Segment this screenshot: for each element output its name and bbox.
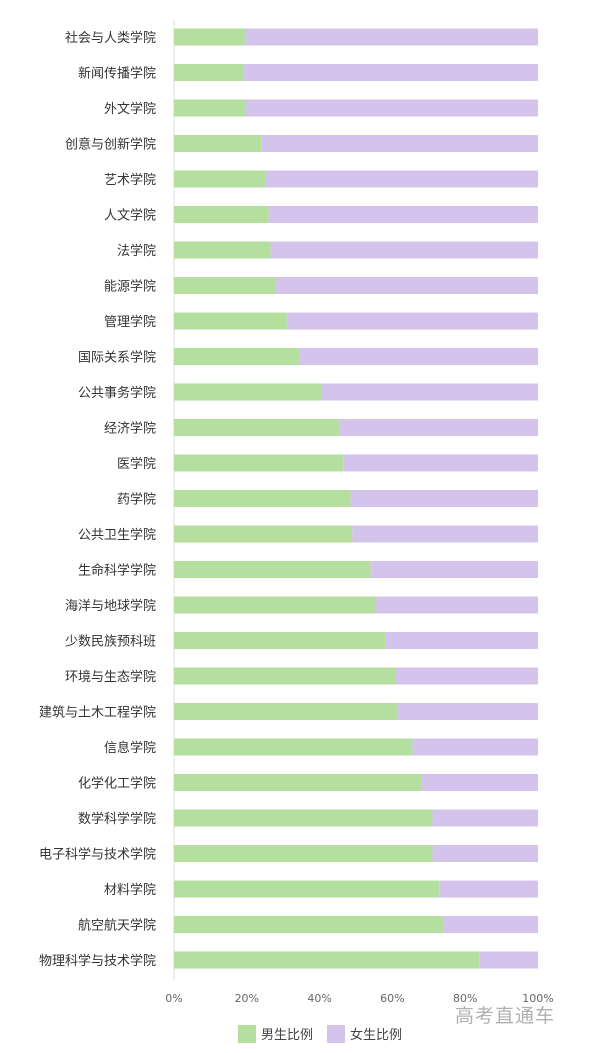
category-label: 数学科学学院	[78, 811, 156, 827]
bar-male	[174, 525, 353, 543]
bar-female	[350, 490, 538, 507]
bar-male	[174, 774, 422, 791]
bar-female	[385, 632, 538, 649]
category-label: 生命科学学院	[78, 563, 156, 579]
category-label: 海洋与地球学院	[65, 598, 156, 614]
bar-male	[174, 348, 300, 365]
bar-male	[174, 454, 344, 472]
bar-female	[261, 135, 538, 152]
legend-label-female: 女生比例	[350, 1028, 403, 1043]
category-label: 人文学院	[104, 208, 156, 224]
legend-label-male: 男生比例	[261, 1028, 314, 1043]
category-label: 新闻传播学院	[78, 66, 156, 82]
bar-female	[421, 774, 538, 791]
bar-male	[174, 809, 433, 827]
bar-female	[339, 419, 538, 436]
bar-female	[376, 596, 538, 614]
x-tick-label: 0%	[165, 992, 182, 1005]
category-label: 医学院	[117, 456, 156, 472]
category-label: 建筑与土木工程学院	[39, 705, 156, 721]
bar-female	[370, 561, 538, 578]
category-label: 物理科学与技术学院	[39, 953, 156, 969]
bar-female	[299, 348, 538, 365]
category-label: 电子科学与技术学院	[39, 847, 156, 863]
bar-female	[343, 454, 538, 472]
category-label: 材料学院	[104, 882, 156, 898]
bar-female	[244, 99, 539, 117]
bar-male	[174, 419, 340, 436]
legend-item-female: 女生比例	[327, 1024, 402, 1043]
bar-male	[174, 667, 397, 685]
legend-swatch-male	[238, 1024, 256, 1043]
bar-female	[275, 277, 538, 294]
legend-item-male: 男生比例	[238, 1024, 313, 1043]
category-label: 公共卫生学院	[78, 527, 156, 543]
bar-female	[432, 845, 538, 862]
bar-male	[174, 561, 371, 578]
bar-female	[268, 206, 538, 223]
bar-male	[174, 99, 245, 117]
bar-male	[174, 490, 351, 507]
category-label: 管理学院	[104, 314, 156, 330]
bar-female	[439, 880, 538, 898]
bar-male	[174, 277, 276, 294]
category-label: 药学院	[117, 492, 156, 508]
bar-male	[174, 951, 480, 969]
bar-male	[174, 28, 245, 46]
bar-male	[174, 596, 377, 614]
bar-female	[432, 809, 538, 827]
bar-female	[265, 170, 538, 188]
watermark: 高考直通车	[455, 1005, 556, 1027]
bar-female	[270, 241, 538, 259]
category-label: 化学化工学院	[78, 776, 156, 792]
bar-male	[174, 135, 262, 152]
bar-female	[286, 312, 538, 330]
bar-male	[174, 738, 413, 756]
x-tick-label: 20%	[235, 992, 259, 1005]
category-label: 经济学院	[104, 421, 156, 437]
bar-male	[174, 916, 444, 933]
category-label: 环境与生态学院	[65, 669, 156, 685]
bar-male	[174, 241, 271, 259]
category-label: 艺术学院	[104, 172, 156, 188]
category-label: 外文学院	[104, 101, 156, 117]
bar-male	[174, 845, 433, 862]
x-tick-label: 80%	[453, 992, 477, 1005]
bar-male	[174, 703, 398, 720]
bar-female	[352, 525, 538, 543]
category-label: 能源学院	[104, 279, 156, 295]
category-label: 社会与人类学院	[65, 30, 156, 46]
bar-female	[321, 383, 538, 401]
category-label: 公共事务学院	[78, 385, 156, 401]
bar-female	[479, 951, 538, 969]
bar-female	[412, 738, 538, 756]
bar-male	[174, 206, 269, 223]
bar-female	[397, 703, 538, 720]
legend: 男生比例 女生比例	[238, 1024, 416, 1043]
category-label: 少数民族预科班	[65, 634, 156, 650]
bar-male	[174, 632, 386, 649]
x-tick-label: 100%	[522, 992, 553, 1005]
legend-swatch-female	[327, 1024, 346, 1043]
bar-male	[174, 312, 287, 330]
category-label: 创意与创新学院	[65, 137, 156, 153]
bar-male	[174, 64, 244, 81]
category-label: 国际关系学院	[78, 350, 156, 366]
category-label: 法学院	[117, 243, 156, 259]
bar-female	[443, 916, 538, 933]
x-tick-label: 40%	[307, 992, 331, 1005]
bar-male	[174, 383, 322, 401]
bar-female	[243, 64, 538, 81]
x-tick-label: 60%	[380, 992, 404, 1005]
bar-female	[244, 28, 539, 46]
bar-female	[396, 667, 538, 685]
category-label: 信息学院	[104, 740, 156, 756]
bar-male	[174, 170, 265, 188]
category-label: 航空航天学院	[78, 918, 156, 934]
bar-male	[174, 880, 440, 898]
